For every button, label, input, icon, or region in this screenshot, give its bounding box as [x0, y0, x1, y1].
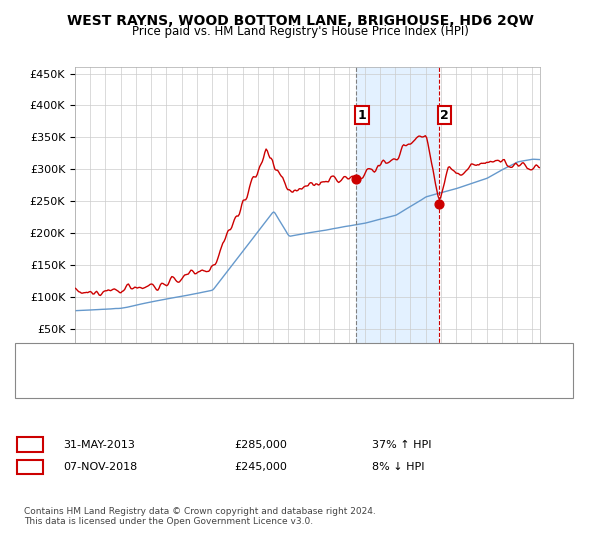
Text: HPI: Average price, detached house, Calderdale: HPI: Average price, detached house, Cald…: [69, 370, 302, 380]
Text: 31-MAY-2013: 31-MAY-2013: [63, 440, 135, 450]
Text: 37% ↑ HPI: 37% ↑ HPI: [372, 440, 431, 450]
Text: 1: 1: [358, 109, 366, 122]
Text: 8% ↓ HPI: 8% ↓ HPI: [372, 462, 425, 472]
Point: [434, 200, 443, 209]
Text: Contains HM Land Registry data © Crown copyright and database right 2024.
This d: Contains HM Land Registry data © Crown c…: [24, 507, 376, 526]
Text: WEST RAYNS, WOOD BOTTOM LANE, BRIGHOUSE, HD6 2QW (detached house): WEST RAYNS, WOOD BOTTOM LANE, BRIGHOUSE,…: [69, 351, 452, 361]
Text: 2: 2: [26, 462, 34, 472]
Point: [351, 174, 361, 183]
Text: 07-NOV-2018: 07-NOV-2018: [63, 462, 137, 472]
Text: £245,000: £245,000: [234, 462, 287, 472]
Bar: [356, 67, 439, 361]
Text: 2: 2: [440, 109, 449, 122]
Text: £285,000: £285,000: [234, 440, 287, 450]
Text: Price paid vs. HM Land Registry's House Price Index (HPI): Price paid vs. HM Land Registry's House …: [131, 25, 469, 38]
Text: WEST RAYNS, WOOD BOTTOM LANE, BRIGHOUSE, HD6 2QW: WEST RAYNS, WOOD BOTTOM LANE, BRIGHOUSE,…: [67, 14, 533, 28]
Text: 1: 1: [26, 440, 34, 450]
